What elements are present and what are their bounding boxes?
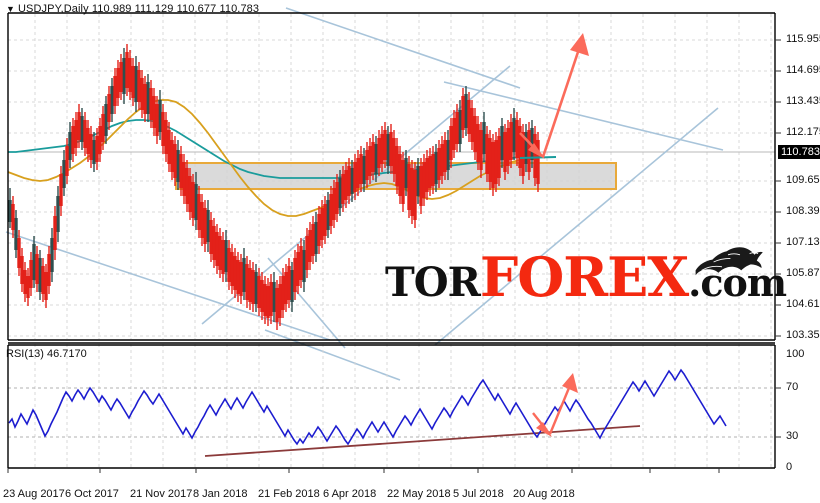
forecast-arrow-price[interactable]	[519, 33, 589, 159]
date-axis-label: 23 Aug 2017	[3, 488, 65, 500]
rsi-axis-label: 100	[786, 348, 805, 360]
price-axis-label: 109.655	[786, 174, 820, 186]
date-axis-label: 21 Nov 2017	[130, 488, 193, 500]
rsi-line	[8, 368, 727, 446]
price-axis-label: 108.395	[786, 205, 820, 217]
ma-slow-stub	[519, 156, 557, 159]
price-axis-label: 112.175	[786, 126, 820, 138]
date-axis-label: 20 Aug 2018	[513, 488, 575, 500]
rsi-axis-ticks	[775, 387, 781, 438]
torforex-watermark: TORFOREX.com	[385, 250, 787, 306]
symbol-ohlc-label: USDJPY,Daily 110.989 111.129 110.677 110…	[18, 3, 260, 15]
forecast-arrow-rsi[interactable]	[532, 373, 578, 437]
rsi-pane-border	[7, 344, 776, 469]
rsi-forecast-down-head	[536, 422, 552, 437]
candlestick-series	[8, 44, 540, 330]
price-axis-label: 107.135	[786, 236, 820, 248]
date-axis-label: 21 Feb 2018	[258, 488, 320, 500]
forecast-up-head	[570, 33, 589, 56]
rsi-axis-label: 30	[786, 430, 799, 442]
watermark-tor: TOR	[385, 259, 481, 306]
forecast-up-shaft	[541, 45, 582, 158]
rsi-indicator-label: RSI(13) 46.7170	[6, 348, 87, 360]
trendline-descending-lower	[264, 329, 401, 381]
rsi-pane	[7, 344, 781, 469]
trendlines[interactable]	[5, 7, 724, 381]
date-axis-label: 6 Oct 2017	[65, 488, 119, 500]
forecast-down-head	[528, 143, 545, 159]
date-axis-label: 5 Jul 2018	[453, 488, 504, 500]
pane-borders	[7, 12, 776, 344]
rsi-grid-vertical	[34, 344, 772, 468]
watermark-forex: FOREX	[479, 245, 689, 309]
date-axis-label: 8 Jan 2018	[193, 488, 248, 500]
date-axis-label: 22 May 2018	[387, 488, 451, 500]
rsi-level-lines	[8, 387, 775, 438]
rsi-trendline	[204, 425, 641, 457]
trendline-ascending-right	[434, 107, 719, 346]
trendline-descending-short	[267, 257, 346, 349]
price-axis-label: 103.355	[786, 329, 820, 341]
bull-logo-icon	[695, 247, 763, 276]
current-price-tag: 110.783	[778, 145, 820, 159]
date-axis-label: 6 Apr 2018	[323, 488, 377, 500]
trendline-descending-top	[285, 7, 521, 89]
rsi-forecast-up-shaft	[548, 382, 573, 435]
price-axis-label: 105.875	[786, 267, 820, 279]
price-axis-ticks	[775, 39, 781, 337]
rsi-axis-label: 70	[786, 381, 799, 393]
rsi-axis-label: 0	[786, 461, 793, 473]
price-axis-label: 114.695	[786, 64, 820, 76]
rsi-forecast-up-head	[562, 373, 578, 393]
watermark-com: .com	[688, 260, 787, 305]
price-axis-label: 104.615	[786, 298, 820, 310]
triangle-down-icon[interactable]: ▼	[6, 4, 16, 14]
chart-header[interactable]: ▼ USDJPY,Daily 110.989 111.129 110.677 11…	[6, 3, 259, 15]
trendline-descending-right	[443, 81, 724, 151]
date-axis-ticks	[7, 468, 720, 473]
price-axis-label: 115.955	[786, 33, 820, 45]
price-axis-label: 113.435	[786, 95, 820, 107]
